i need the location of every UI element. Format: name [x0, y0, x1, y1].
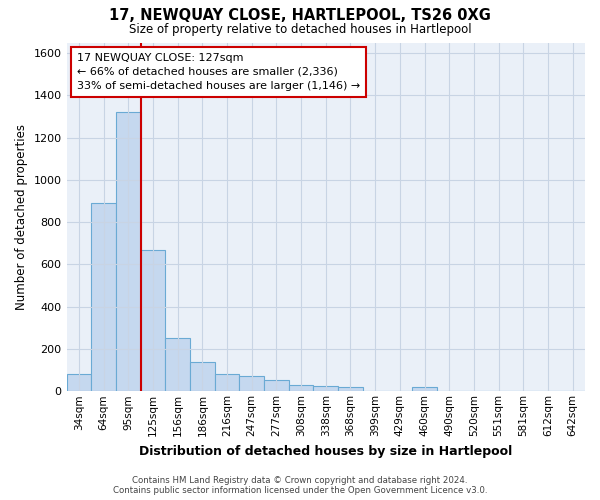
- Bar: [289, 385, 313, 392]
- Bar: [165, 338, 190, 392]
- Text: Size of property relative to detached houses in Hartlepool: Size of property relative to detached ho…: [128, 24, 472, 36]
- Bar: [264, 380, 289, 392]
- Bar: [190, 362, 215, 392]
- Bar: [215, 374, 239, 392]
- Bar: [91, 203, 116, 392]
- X-axis label: Distribution of detached houses by size in Hartlepool: Distribution of detached houses by size …: [139, 444, 512, 458]
- Text: 17, NEWQUAY CLOSE, HARTLEPOOL, TS26 0XG: 17, NEWQUAY CLOSE, HARTLEPOOL, TS26 0XG: [109, 8, 491, 22]
- Bar: [239, 376, 264, 392]
- Text: 17 NEWQUAY CLOSE: 127sqm
← 66% of detached houses are smaller (2,336)
33% of sem: 17 NEWQUAY CLOSE: 127sqm ← 66% of detach…: [77, 53, 360, 91]
- Text: Contains HM Land Registry data © Crown copyright and database right 2024.
Contai: Contains HM Land Registry data © Crown c…: [113, 476, 487, 495]
- Bar: [313, 386, 338, 392]
- Bar: [140, 250, 165, 392]
- Bar: [412, 387, 437, 392]
- Bar: [116, 112, 140, 392]
- Y-axis label: Number of detached properties: Number of detached properties: [15, 124, 28, 310]
- Bar: [67, 374, 91, 392]
- Bar: [338, 387, 363, 392]
